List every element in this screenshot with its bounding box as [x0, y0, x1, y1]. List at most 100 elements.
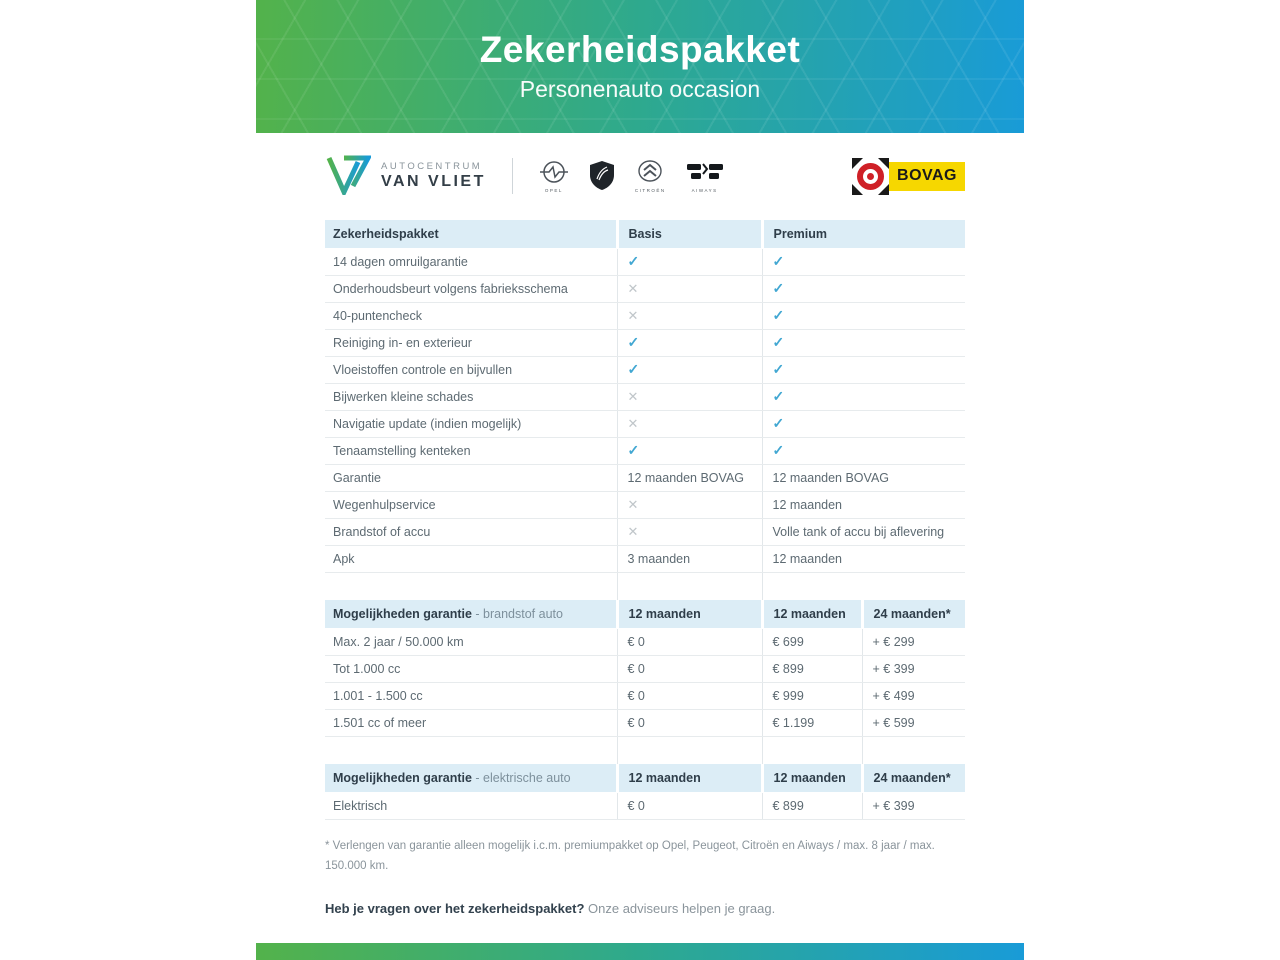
row-label-cell: Reiniging in- en exterieur: [325, 329, 617, 357]
value-cell-2: ✓: [761, 437, 965, 465]
table-header-row: Mogelijkheden garantie - elektrische aut…: [325, 764, 965, 793]
value-cell-1: ✕: [616, 275, 762, 303]
row-label-cell: Max. 2 jaar / 50.000 km: [325, 628, 617, 656]
row-label-cell: 1.501 cc of meer: [325, 709, 617, 737]
value-cell-1: € 0: [616, 655, 762, 683]
value-cell-2: Volle tank of accu bij aflevering: [761, 518, 965, 546]
page-title: Zekerheidspakket: [479, 29, 801, 71]
logo-row: AUTOCENTRUM VAN VLIET OPEL: [325, 148, 965, 204]
value-cell-2: ✓: [761, 275, 965, 303]
value-cell-1: € 0: [616, 792, 762, 820]
row-label-cell: Garantie: [325, 464, 617, 492]
value-cell-1: ✕: [616, 518, 762, 546]
check-icon: ✓: [772, 307, 785, 323]
bovag-emblem-icon: [852, 157, 890, 195]
row-label-cell: 40-puntencheck: [325, 302, 617, 330]
value-cell-1: 3 maanden: [616, 545, 762, 573]
value-cell-2: 12 maanden: [761, 491, 965, 519]
citroen-label: CITROËN: [634, 187, 666, 193]
table-row: Vloeistoffen controle en bijvullen ✓ ✓: [325, 356, 965, 384]
value-cell-1: € 0: [616, 682, 762, 710]
column-header-cell-3: 24 maanden*: [860, 764, 965, 793]
table-title-cell: Mogelijkheden garantie - elektrische aut…: [325, 764, 617, 793]
column-header-cell-2: Premium: [760, 220, 965, 249]
table-title-bold: Mogelijkheden garantie: [333, 606, 472, 621]
row-label-cell: Onderhoudsbeurt volgens fabrieksschema: [325, 275, 617, 303]
value-cell-2: 12 maanden BOVAG: [761, 464, 965, 492]
citroen-logo-icon: CITROËN: [634, 159, 666, 193]
row-label-cell: Vloeistoffen controle en bijvullen: [325, 356, 617, 384]
footnote: * Verlengen van garantie alleen mogelijk…: [325, 839, 935, 873]
value-cell-2: ✓: [761, 356, 965, 384]
check-icon: ✓: [772, 442, 785, 458]
row-label-cell: Apk: [325, 545, 617, 573]
check-icon: ✓: [772, 388, 785, 404]
value-cell-1: 12 maanden BOVAG: [616, 464, 762, 492]
value-cell-1: ✕: [616, 302, 762, 330]
row-label-cell: 14 dagen omruilgarantie: [325, 248, 617, 276]
table-row: Reiniging in- en exterieur ✓ ✓: [325, 329, 965, 357]
value-cell-2: € 999: [761, 682, 862, 710]
value-cell-2: € 699: [761, 628, 862, 656]
column-header-cell-1: Basis: [615, 220, 762, 249]
comparison-table-body: Zekerheidspakket Basis Premium 14 dagen omr…: [325, 220, 965, 600]
value-cell-2: € 1.199: [761, 709, 862, 737]
electric-warranty-table-body: Mogelijkheden garantie - elektrische aut…: [325, 764, 965, 820]
aiways-logo-icon: AIWAYS: [686, 160, 724, 193]
check-icon: ✓: [772, 415, 785, 431]
value-cell-1: € 0: [616, 628, 762, 656]
check-icon: ✓: [772, 334, 785, 350]
dealer-name-line1: AUTOCENTRUM: [381, 161, 483, 172]
table-row: Max. 2 jaar / 50.000 km € 0 € 699 + € 299: [325, 628, 965, 656]
column-header-cell-1: 12 maanden: [615, 600, 762, 629]
table-row: 14 dagen omruilgarantie ✓ ✓: [325, 248, 965, 276]
fuel-warranty-table-body: Mogelijkheden garantie - brandstof auto 1…: [325, 600, 965, 764]
value-cell-2: € 899: [761, 792, 862, 820]
electric-warranty-table: Mogelijkheden garantie - elektrische aut…: [325, 764, 965, 820]
spacer-cell: [616, 736, 762, 764]
opel-label: OPEL: [544, 187, 563, 193]
aiways-label: AIWAYS: [691, 187, 718, 193]
table-row: Apk 3 maanden 12 maanden: [325, 545, 965, 573]
cross-icon: ✕: [627, 496, 639, 512]
page-subtitle: Personenauto occasion: [519, 75, 761, 102]
check-icon: ✓: [627, 334, 640, 350]
column-header-cell-2: 12 maanden: [760, 764, 862, 793]
table-row: Tenaamstelling kenteken ✓ ✓: [325, 437, 965, 465]
column-header-cell-2: 12 maanden: [760, 600, 862, 629]
value-cell-2: ✓: [761, 383, 965, 411]
table-row: Elektrisch € 0 € 899 + € 399: [325, 792, 965, 820]
spacer-cell: [861, 736, 965, 764]
value-cell-1: ✕: [616, 491, 762, 519]
spacer-cell: [761, 572, 965, 600]
value-cell-3: + € 599: [861, 709, 965, 737]
table-row: Tot 1.000 cc € 0 € 899 + € 399: [325, 655, 965, 683]
value-cell-2: ✓: [761, 410, 965, 438]
value-cell-2: ✓: [761, 329, 965, 357]
check-icon: ✓: [772, 253, 785, 269]
value-cell-1: ✓: [616, 248, 762, 276]
table-header-row: Zekerheidspakket Basis Premium: [325, 220, 965, 249]
table-row: Garantie 12 maanden BOVAG 12 maanden BOVAG: [325, 464, 965, 492]
cross-icon: ✕: [627, 307, 639, 323]
table-row: Wegenhulpservice ✕ 12 maanden: [325, 491, 965, 519]
dealer-name: AUTOCENTRUM VAN VLIET: [381, 161, 486, 191]
opel-logo-icon: OPEL: [539, 160, 569, 193]
cross-icon: ✕: [627, 523, 639, 539]
cross-icon: ✕: [627, 388, 639, 404]
row-label-cell: 1.001 - 1.500 cc: [325, 682, 617, 710]
row-label-cell: Brandstof of accu: [325, 518, 617, 546]
row-label-cell: Navigatie update (indien mogelijk): [325, 410, 617, 438]
value-cell-1: ✓: [616, 437, 762, 465]
table-title-bold: Mogelijkheden garantie: [333, 770, 472, 785]
table-row: Navigatie update (indien mogelijk) ✕ ✓: [325, 410, 965, 438]
dealer-logo: AUTOCENTRUM VAN VLIET: [325, 153, 486, 200]
column-header-cell-3: 24 maanden*: [860, 600, 965, 629]
question-line: Heb je vragen over het zekerheidspakket?…: [325, 901, 965, 916]
row-label-cell: Wegenhulpservice: [325, 491, 617, 519]
value-cell-2: ✓: [761, 248, 965, 276]
comparison-table: Zekerheidspakket Basis Premium 14 dagen omr…: [325, 220, 965, 600]
check-icon: ✓: [772, 361, 785, 377]
table-row: Onderhoudsbeurt volgens fabrieksschema ✕ ✓: [325, 275, 965, 303]
question-bold: Heb je vragen over het zekerheidspakket?: [325, 900, 585, 916]
